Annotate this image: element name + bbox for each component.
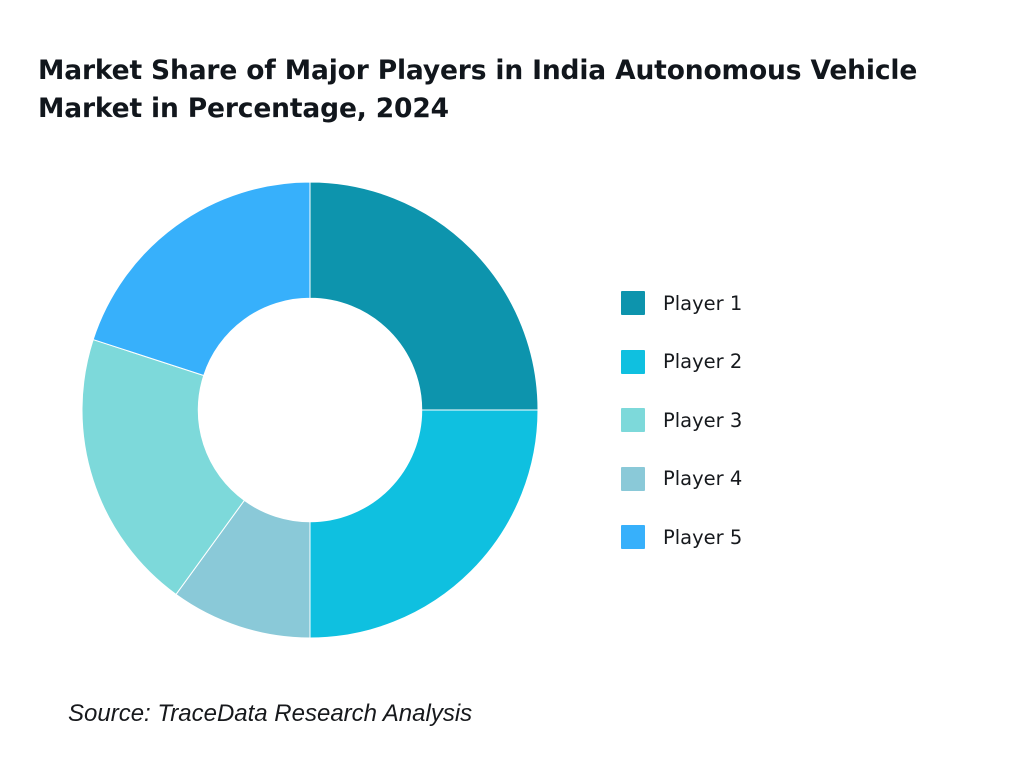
donut-chart [82,182,538,638]
legend-swatch-icon [621,408,645,433]
donut-slice-player-3[interactable] [82,338,246,596]
legend-item[interactable]: Player 3 [621,391,861,450]
legend-swatch-icon [621,466,645,491]
legend-item-label: Player 1 [663,291,743,315]
chart-legend: Player 1 Player 2 Player 3 Player 4 Player 5 [621,274,861,567]
donut-slice-player-1[interactable] [309,182,538,411]
legend-item[interactable]: Player 4 [621,450,861,509]
source-note: Source: TraceData Research Analysis [68,700,473,727]
legend-item-label: Player 5 [663,525,743,549]
legend-item-label: Player 3 [663,408,743,432]
donut-slice-player-2[interactable] [309,409,538,638]
donut-slice-player-5[interactable] [92,182,311,377]
legend-swatch-icon [621,291,645,316]
plot-area [0,150,600,670]
legend-item-label: Player 2 [663,350,743,373]
legend-swatch-icon [621,349,645,374]
legend-item[interactable]: Player 5 [621,508,861,567]
legend-item-label: Player 4 [663,467,743,490]
legend-item[interactable]: Player 1 [621,274,861,333]
chart-title: Market Share of Major Players in India A… [38,55,918,124]
donut-slice-group [82,182,538,638]
legend-swatch-icon [621,525,645,550]
legend-item[interactable]: Player 2 [621,333,861,392]
